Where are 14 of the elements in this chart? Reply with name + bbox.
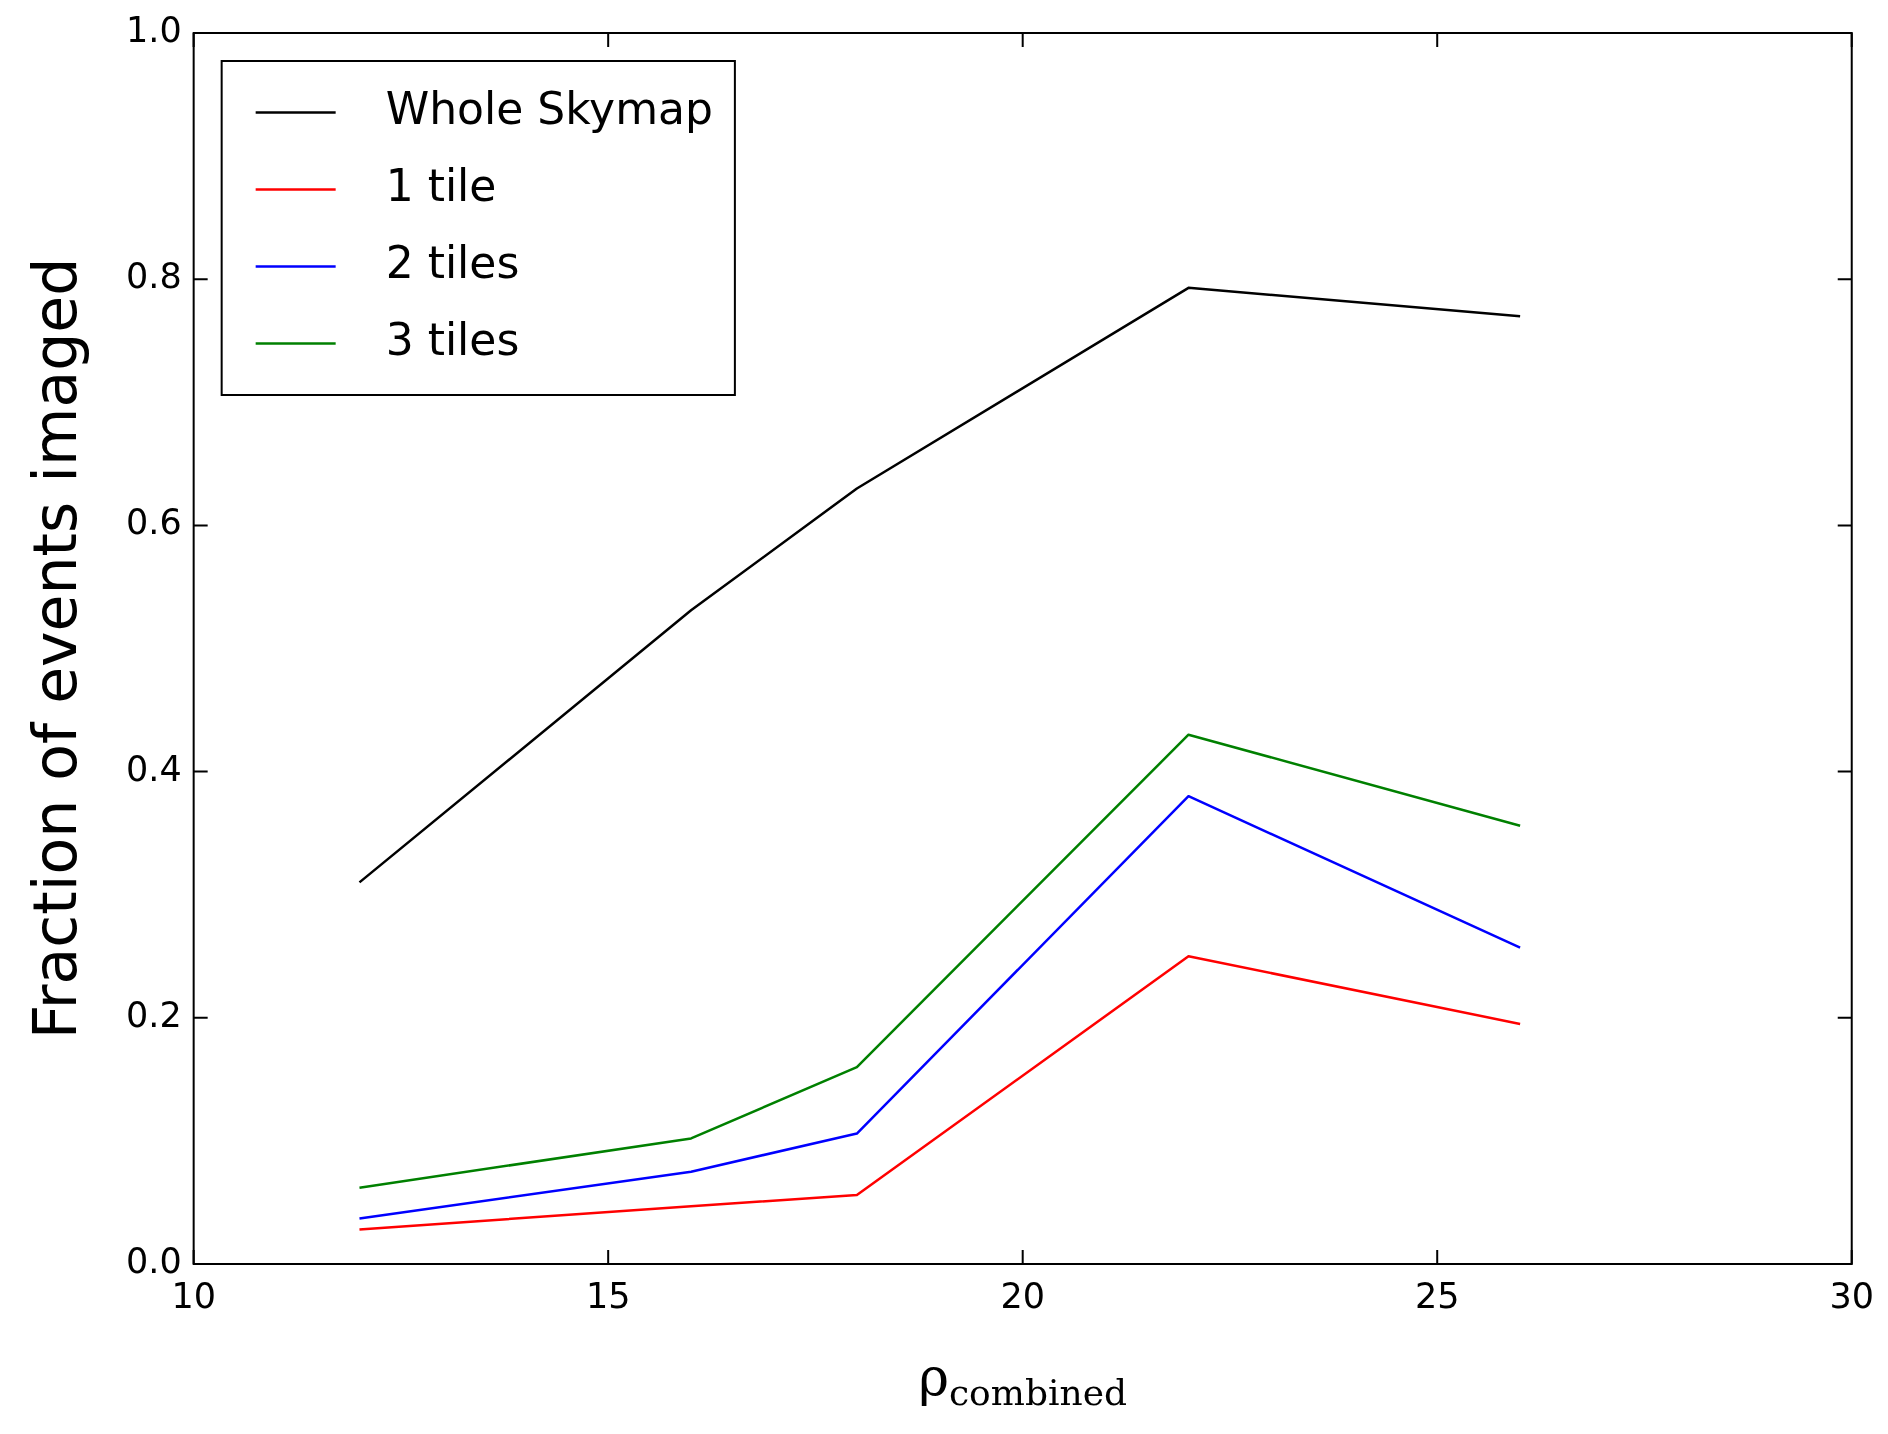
y-axis-title: Fraction of events imaged xyxy=(19,257,90,1040)
y-tick-label: 0.4 xyxy=(125,748,182,789)
y-tick-label: 0.6 xyxy=(125,502,182,543)
x-tick-label: 25 xyxy=(1414,1276,1460,1317)
x-tick-label: 15 xyxy=(585,1276,631,1317)
legend-label: Whole Skymap xyxy=(385,82,713,134)
x-tick-label: 30 xyxy=(1829,1276,1875,1317)
y-tick-label: 0.2 xyxy=(125,994,182,1035)
legend-label: 3 tiles xyxy=(385,313,520,365)
y-tick-label: 1.0 xyxy=(125,10,182,51)
y-tick-label: 0.8 xyxy=(125,256,182,297)
x-tick-label: 20 xyxy=(1000,1276,1045,1317)
legend-label: 1 tile xyxy=(385,159,497,211)
legend-label: 2 tiles xyxy=(385,236,520,288)
